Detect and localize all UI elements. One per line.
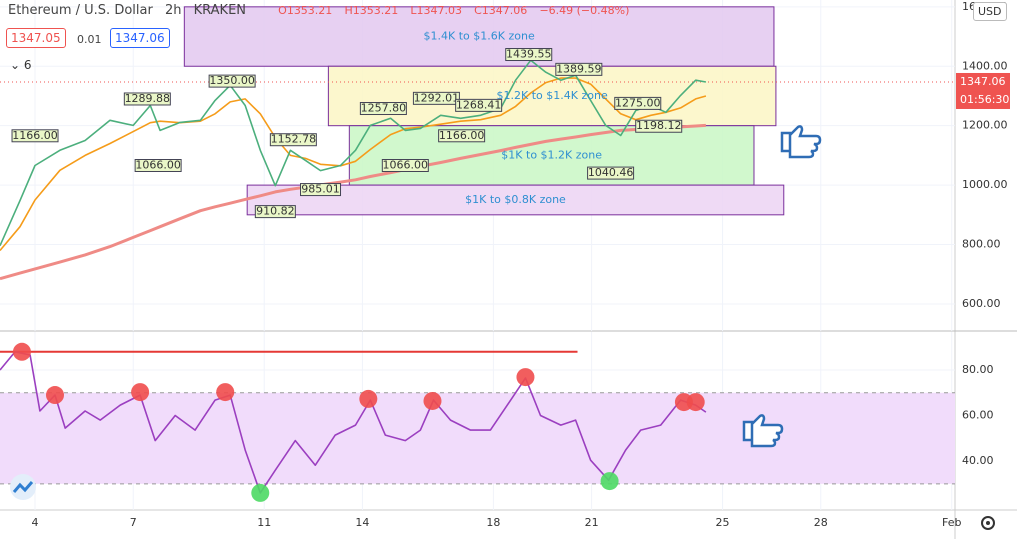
count: 6 <box>23 58 32 72</box>
price-label: 910.82 <box>256 205 295 218</box>
y-tick-label: 600.00 <box>962 297 1001 310</box>
zone <box>348 125 755 186</box>
price-label: 1152.78 <box>271 133 317 146</box>
price-label: 1389.59 <box>556 62 602 75</box>
indicators-count[interactable]: ⌄ 6 <box>10 58 32 72</box>
price-label-box <box>381 159 429 172</box>
x-tick-label: 7 <box>130 516 137 529</box>
x-tick-label: 21 <box>585 516 599 529</box>
x-tick-label: 4 <box>32 516 39 529</box>
price-label-box <box>359 102 407 116</box>
countdown: 01:56:30 <box>960 93 1009 106</box>
plot-layer: 1347.06 01:56:30 $1.4K to $1.6K zone $1.2K … <box>0 0 1010 529</box>
rsi-marker <box>686 393 705 412</box>
rsi-marker <box>359 389 378 408</box>
price-label: 1198.12 <box>636 119 682 132</box>
price-label: 985.01 <box>301 183 340 196</box>
series-line <box>0 59 707 247</box>
price-label-box <box>254 205 296 219</box>
high: H1353.21 <box>344 4 399 17</box>
exchange: KRAKEN <box>193 3 247 18</box>
price-label: 1066.00 <box>135 159 181 172</box>
price-label: 1166.00 <box>439 129 485 142</box>
price-label: 1439.55 <box>506 48 552 61</box>
price-label: 1040.46 <box>588 166 634 179</box>
zone-label: $1K to $1.2K zone <box>501 148 602 161</box>
price-label-box <box>438 129 486 143</box>
zone-label: $1.4K to $1.6K zone <box>424 30 535 43</box>
price-label: 1268.41 <box>456 98 502 111</box>
y-tick-label: 40.00 <box>962 454 994 467</box>
open: O1353.21 <box>278 4 333 17</box>
rsi-marker <box>516 368 535 387</box>
interval: 2h <box>164 3 182 18</box>
price-label-box <box>412 91 460 105</box>
price-label-box <box>208 74 256 88</box>
x-tick-label: 28 <box>814 516 828 529</box>
currency[interactable]: USD <box>973 2 1007 21</box>
zone <box>246 184 785 216</box>
price-label-box <box>614 96 662 110</box>
hand-icon <box>742 414 784 448</box>
zone-label: $1K to $0.8K zone <box>465 193 566 206</box>
rsi-marker <box>423 391 442 410</box>
price-label-box <box>455 98 503 112</box>
y-tick-label: 1400.00 <box>962 59 1008 72</box>
y-tick-label: 1200.00 <box>962 119 1008 132</box>
close: C1347.06 <box>474 4 528 17</box>
rsi-band <box>0 392 955 484</box>
price-label-box <box>635 119 683 133</box>
symbol: Ethereum / U.S. Dollar <box>8 3 153 18</box>
hand-icon <box>780 125 822 159</box>
price-label-box <box>300 183 342 197</box>
last-price-tag <box>956 72 1010 91</box>
rsi-marker <box>600 472 619 491</box>
price-label: 1350.00 <box>209 74 255 87</box>
header: Ethereum / U.S. Dollar 2h KRAKEN O1353.2… <box>8 3 637 18</box>
x-tick-label: 14 <box>355 516 369 529</box>
y-tick-label: 60.00 <box>962 409 994 422</box>
rsi-marker <box>216 383 235 402</box>
zone <box>183 6 775 67</box>
countdown-tag <box>956 90 1010 109</box>
x-tick-label: 11 <box>257 516 271 529</box>
price-label-box <box>587 166 635 180</box>
settings-icon[interactable] <box>981 516 995 530</box>
rsi-marker <box>12 342 31 361</box>
price-label-box <box>269 133 317 147</box>
spread: 0.01 <box>77 33 102 46</box>
y-tick-label: 80.00 <box>962 363 994 376</box>
series-line <box>0 123 706 281</box>
price-label-box <box>11 129 59 143</box>
price-label-box <box>134 159 182 172</box>
sell-button[interactable]: 1347.05 <box>6 28 66 48</box>
last-price-label: 1347.06 <box>960 75 1006 88</box>
low: L1347.03 <box>410 4 462 17</box>
series-line <box>0 77 707 252</box>
y-tick-label: 1000.00 <box>962 178 1008 191</box>
rsi-marker <box>251 483 270 502</box>
price-label: 1257.80 <box>361 102 407 115</box>
price-label: 1275.00 <box>615 96 661 109</box>
x-tick-label: Feb <box>942 516 961 529</box>
change: −6.49 (−0.48%) <box>539 4 630 17</box>
price-label: 1289.88 <box>125 92 171 105</box>
series-line <box>0 351 707 494</box>
price-label-box <box>555 62 603 76</box>
logo <box>10 474 36 500</box>
zone-label: $1.2K to $1.4K zone <box>497 89 608 102</box>
buy-button[interactable]: 1347.06 <box>110 28 170 48</box>
x-tick-label: 18 <box>486 516 500 529</box>
price-label-box <box>505 48 553 62</box>
price-label: 1166.00 <box>12 129 58 142</box>
x-tick-label: 25 <box>716 516 730 529</box>
price-label: 1066.00 <box>383 159 429 172</box>
y-tick-label: 800.00 <box>962 238 1001 251</box>
price-label-box <box>123 92 171 106</box>
rsi-marker <box>131 383 150 402</box>
price-label: 1292.01 <box>414 91 460 104</box>
rsi-marker <box>46 386 65 405</box>
